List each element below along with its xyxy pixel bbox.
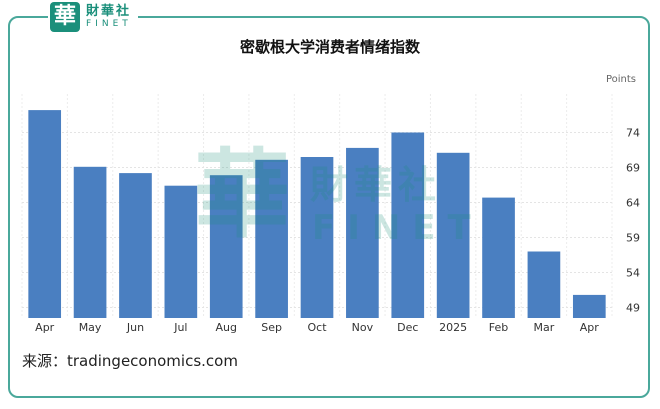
bar xyxy=(482,197,515,318)
x-tick-label: Oct xyxy=(307,321,327,334)
logo-text: 財華社 FINET xyxy=(86,5,132,29)
y-axis-units-label: Points xyxy=(605,74,636,85)
bar xyxy=(73,166,107,318)
x-tick-label: Dec xyxy=(397,321,418,334)
bar xyxy=(255,159,288,318)
x-tick-label: Apr xyxy=(35,321,55,334)
y-tick-label: 59 xyxy=(626,232,640,245)
y-tick-label: 74 xyxy=(626,127,640,140)
logo-name-cn: 財華社 xyxy=(86,4,132,19)
bar xyxy=(527,251,561,318)
x-tick-label: Sep xyxy=(261,321,282,334)
logo-name-en: FINET xyxy=(86,19,132,29)
bar xyxy=(119,173,152,318)
bar xyxy=(346,147,379,318)
x-tick-label: May xyxy=(79,321,102,334)
y-tick-label: 49 xyxy=(626,302,640,315)
y-tick-label: 64 xyxy=(626,197,640,210)
bar xyxy=(572,294,606,318)
bar xyxy=(436,152,470,318)
x-tick-label: Feb xyxy=(489,321,508,334)
x-tick-label: Jul xyxy=(173,321,187,334)
source-note: 来源：tradingeconomics.com xyxy=(22,352,238,370)
bar xyxy=(391,132,425,318)
x-tick-label: Mar xyxy=(534,321,555,334)
logo-mark: 華 xyxy=(50,2,80,32)
bar xyxy=(28,110,62,318)
bar xyxy=(209,175,243,318)
x-tick-label: Nov xyxy=(352,321,374,334)
chart-title: 密歇根大学消费者情绪指数 xyxy=(239,38,420,56)
x-tick-label: Apr xyxy=(580,321,600,334)
x-tick-label: 2025 xyxy=(439,321,467,334)
bar xyxy=(300,157,334,318)
bar xyxy=(164,185,198,318)
x-tick-label: Aug xyxy=(215,321,236,334)
y-tick-label: 69 xyxy=(626,162,640,175)
brand-logo: 華 財華社 FINET xyxy=(48,2,138,32)
x-tick-label: Jun xyxy=(126,321,144,334)
y-tick-label: 54 xyxy=(626,267,640,280)
